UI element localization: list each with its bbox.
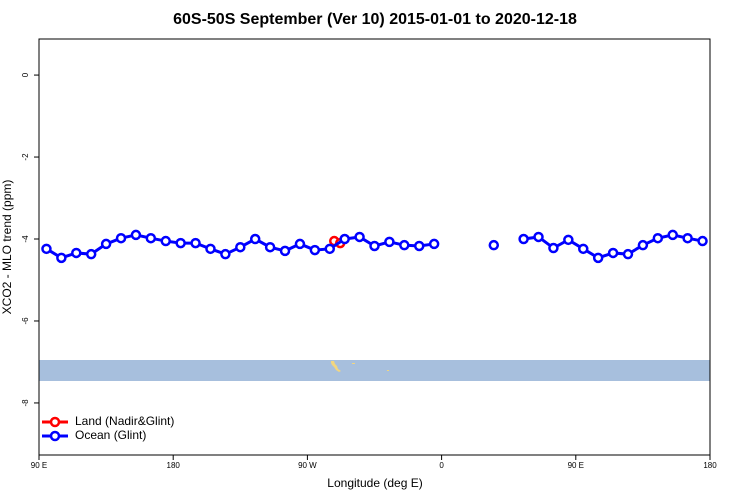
y-tick-label: -2 [21, 153, 30, 161]
x-tick-label: 180 [703, 461, 717, 470]
point [339, 233, 350, 245]
y-tick-label: -6 [21, 317, 30, 325]
legend-marker [49, 416, 61, 428]
point [488, 239, 500, 251]
point [428, 238, 440, 250]
point [220, 248, 231, 260]
land-patch [331, 361, 341, 372]
point [533, 231, 544, 243]
point [249, 233, 261, 245]
y-tick-label: 0 [21, 72, 30, 77]
land-patch [387, 370, 389, 371]
x-tick-label: 90 E [568, 461, 584, 470]
point [682, 232, 693, 244]
point [130, 229, 142, 241]
point [85, 248, 97, 260]
point [264, 241, 276, 253]
point [160, 235, 171, 247]
point [354, 231, 365, 243]
x-axis-label: Longitude (deg E) [327, 476, 422, 490]
point [190, 237, 201, 249]
point [622, 248, 634, 260]
point [592, 252, 604, 264]
legend-label: Land (Nadir&Glint) [75, 414, 174, 428]
point [652, 232, 664, 244]
y-axis-label: XCO2 - MLO trend (ppm) [0, 180, 14, 315]
point [56, 252, 67, 264]
point [578, 243, 589, 255]
point [384, 236, 395, 248]
point [637, 239, 649, 251]
point [71, 247, 82, 259]
point [279, 245, 291, 257]
point [115, 232, 127, 244]
point [100, 238, 112, 250]
point [697, 235, 708, 247]
legend-marker [49, 430, 61, 442]
point [369, 240, 380, 252]
x-tick-label: 180 [167, 461, 181, 470]
land-patch [352, 363, 355, 364]
point [548, 242, 559, 254]
point [145, 232, 157, 244]
point [309, 244, 321, 256]
y-tick-label: -4 [21, 235, 30, 243]
point [413, 240, 425, 252]
y-tick-label: -8 [21, 399, 30, 407]
point [324, 243, 336, 255]
x-tick-label: 90 E [31, 461, 47, 470]
point [399, 239, 410, 251]
point [235, 241, 246, 253]
point [294, 238, 306, 250]
map-strip [39, 360, 710, 381]
plot-frame [38, 38, 711, 456]
point [518, 233, 529, 245]
x-tick-label: 90 W [298, 461, 317, 470]
point [563, 234, 574, 246]
point [175, 237, 186, 249]
legend-label: Ocean (Glint) [75, 428, 146, 442]
x-tick-label: 0 [439, 461, 444, 470]
point [41, 243, 52, 255]
point [607, 247, 619, 259]
chart-title: 60S-50S September (Ver 10) 2015-01-01 to… [173, 11, 577, 28]
point [667, 229, 678, 241]
point [205, 243, 216, 255]
